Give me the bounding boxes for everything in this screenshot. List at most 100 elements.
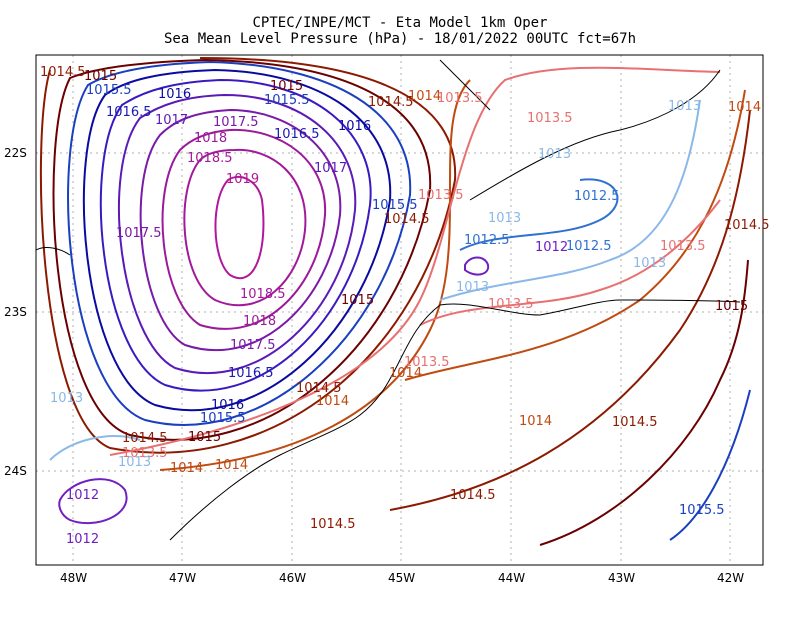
isobar-1016 <box>82 68 392 412</box>
contour-label-1016-5-c: 1016.5 <box>228 366 274 381</box>
y-tick-24s: 24S <box>4 464 27 478</box>
y-tick-23s: 23S <box>4 305 27 319</box>
isobar-1015-5-se <box>669 389 751 541</box>
x-tick-48w: 48W <box>60 571 87 585</box>
contour-label-1014-5-c: 1014.5 <box>384 212 430 227</box>
coastline <box>35 59 741 541</box>
contour-label-1014-5-h: 1014.5 <box>450 488 496 503</box>
contour-label-1019: 1019 <box>226 172 259 187</box>
contour-label-1014-5-b: 1014.5 <box>368 95 414 110</box>
contour-label-1017-b: 1017 <box>314 161 347 176</box>
contour-label-1014-5-f: 1014.5 <box>612 415 658 430</box>
contour-label-1015-b: 1015 <box>270 79 303 94</box>
contour-label-1017-5-c: 1017.5 <box>230 338 276 353</box>
contour-label-1013-5-b: 1013.5 <box>527 111 573 126</box>
x-tick-43w: 43W <box>608 571 635 585</box>
contour-label-1014-d: 1014 <box>316 394 349 409</box>
contour-label-1014-5-e: 1014.5 <box>296 381 342 396</box>
isobar-1013 <box>439 99 701 301</box>
contour-label-1015-e: 1015 <box>188 430 221 445</box>
contour-label-1016-5-b: 1016.5 <box>274 127 320 142</box>
contour-label-1012-b: 1012 <box>66 488 99 503</box>
contour-label-1015-d: 1015 <box>715 299 748 314</box>
grid-lines <box>36 55 763 565</box>
x-tick-44w: 44W <box>498 571 525 585</box>
contour-label-1013-a: 1013 <box>668 99 701 114</box>
isobar-1014 <box>159 79 471 471</box>
contour-label-1013-e: 1013 <box>456 280 489 295</box>
isobar-1012-5 <box>459 178 619 251</box>
contour-label-1017-5-b: 1017.5 <box>116 226 162 241</box>
isobar-1012 <box>58 478 128 525</box>
contour-label-1014-e: 1014 <box>519 414 552 429</box>
contour-label-1018-b: 1018 <box>243 314 276 329</box>
contour-label-1012-c: 1012 <box>66 532 99 547</box>
isobar-1013-west <box>49 435 141 461</box>
isobar-1017 <box>118 93 357 374</box>
contour-label-1016-b: 1016 <box>338 119 371 134</box>
contour-label-1014-f: 1014 <box>170 461 203 476</box>
x-axis-labels: 48W 47W 46W 45W 44W 43W 42W <box>60 571 744 585</box>
contour-labels: 1014.5 1015 1015.5 1016 1015 1015.5 1014… <box>40 65 770 547</box>
contour-label-1015-c: 1015 <box>341 293 374 308</box>
contour-label-1016-5-a: 1016.5 <box>106 105 152 120</box>
contour-label-1015-5-b: 1015.5 <box>264 93 310 108</box>
contour-label-1013-5-f: 1013.5 <box>404 355 450 370</box>
contour-label-1014-5-g: 1014.5 <box>122 431 168 446</box>
contour-label-1014-b: 1014 <box>728 100 761 115</box>
contour-label-1013-d: 1013 <box>633 256 666 271</box>
isobar-1017-5 <box>139 108 342 352</box>
contour-label-1014-5-i: 1014.5 <box>310 517 356 532</box>
isobar-1014-5-east <box>389 109 751 511</box>
contour-label-1017-a: 1017 <box>155 113 188 128</box>
contour-label-1018-5-b: 1018.5 <box>240 287 286 302</box>
contour-label-1014-g: 1014 <box>215 458 248 473</box>
isobar-1019 <box>214 175 265 280</box>
y-tick-22s: 22S <box>4 146 27 160</box>
contour-label-1014-5-d: 1014.5 <box>724 218 770 233</box>
x-tick-45w: 45W <box>388 571 415 585</box>
y-axis-labels: 22S 23S 24S <box>4 146 27 478</box>
contour-label-1013-5-e: 1013.5 <box>488 297 534 312</box>
isobar-1016-5 <box>99 78 372 392</box>
map-subtitle: Sea Mean Level Pressure (hPa) - 18/01/20… <box>163 31 636 47</box>
x-tick-47w: 47W <box>169 571 196 585</box>
x-tick-46w: 46W <box>279 571 306 585</box>
contour-label-1013-c: 1013 <box>488 211 521 226</box>
isobar-1018 <box>161 128 327 330</box>
contour-label-1017-5-a: 1017.5 <box>213 115 259 130</box>
contour-label-1015-a: 1015 <box>84 69 117 84</box>
contour-label-1016-c: 1016 <box>211 398 244 413</box>
contour-label-1012-5-b: 1012.5 <box>464 233 510 248</box>
contour-label-1012-5-a: 1012.5 <box>574 189 620 204</box>
contour-label-1012-a: 1012 <box>535 240 568 255</box>
isobar-1015-5 <box>67 60 412 426</box>
contour-label-1018-5-a: 1018.5 <box>187 151 233 166</box>
isobars <box>39 57 751 546</box>
isobar-1018-5 <box>183 148 307 307</box>
isobar-1013-5 <box>109 66 721 456</box>
contour-label-1012-5-c: 1012.5 <box>566 239 612 254</box>
contour-label-1013-g: 1013 <box>118 455 151 470</box>
isobar-1013-5-south <box>419 199 721 326</box>
contour-label-1013-5-g: 1013.5 <box>122 446 168 461</box>
contour-label-1013-5-c: 1013.5 <box>418 188 464 203</box>
isobar-1015 <box>52 58 432 441</box>
contour-label-1016-a: 1016 <box>158 87 191 102</box>
isobar-1014-5 <box>39 57 457 454</box>
isobar-1012-center <box>464 256 490 276</box>
contour-label-1013-b: 1013 <box>538 147 571 162</box>
map-title: CPTEC/INPE/MCT - Eta Model 1km Oper <box>252 15 548 31</box>
contour-label-1014-a: 1014 <box>408 89 441 104</box>
contour-label-1015-5-a: 1015.5 <box>86 83 132 98</box>
contour-label-1014-5-a: 1014.5 <box>40 65 86 80</box>
map-frame <box>35 54 764 566</box>
contour-label-1018-a: 1018 <box>194 131 227 146</box>
contour-label-1013-5-d: 1013.5 <box>660 239 706 254</box>
isobar-1015-east <box>539 259 749 546</box>
contour-label-1015-5-d: 1015.5 <box>200 411 246 426</box>
contour-label-1013-f: 1013 <box>50 391 83 406</box>
contour-label-1015-5-e: 1015.5 <box>679 503 725 518</box>
x-tick-42w: 42W <box>717 571 744 585</box>
